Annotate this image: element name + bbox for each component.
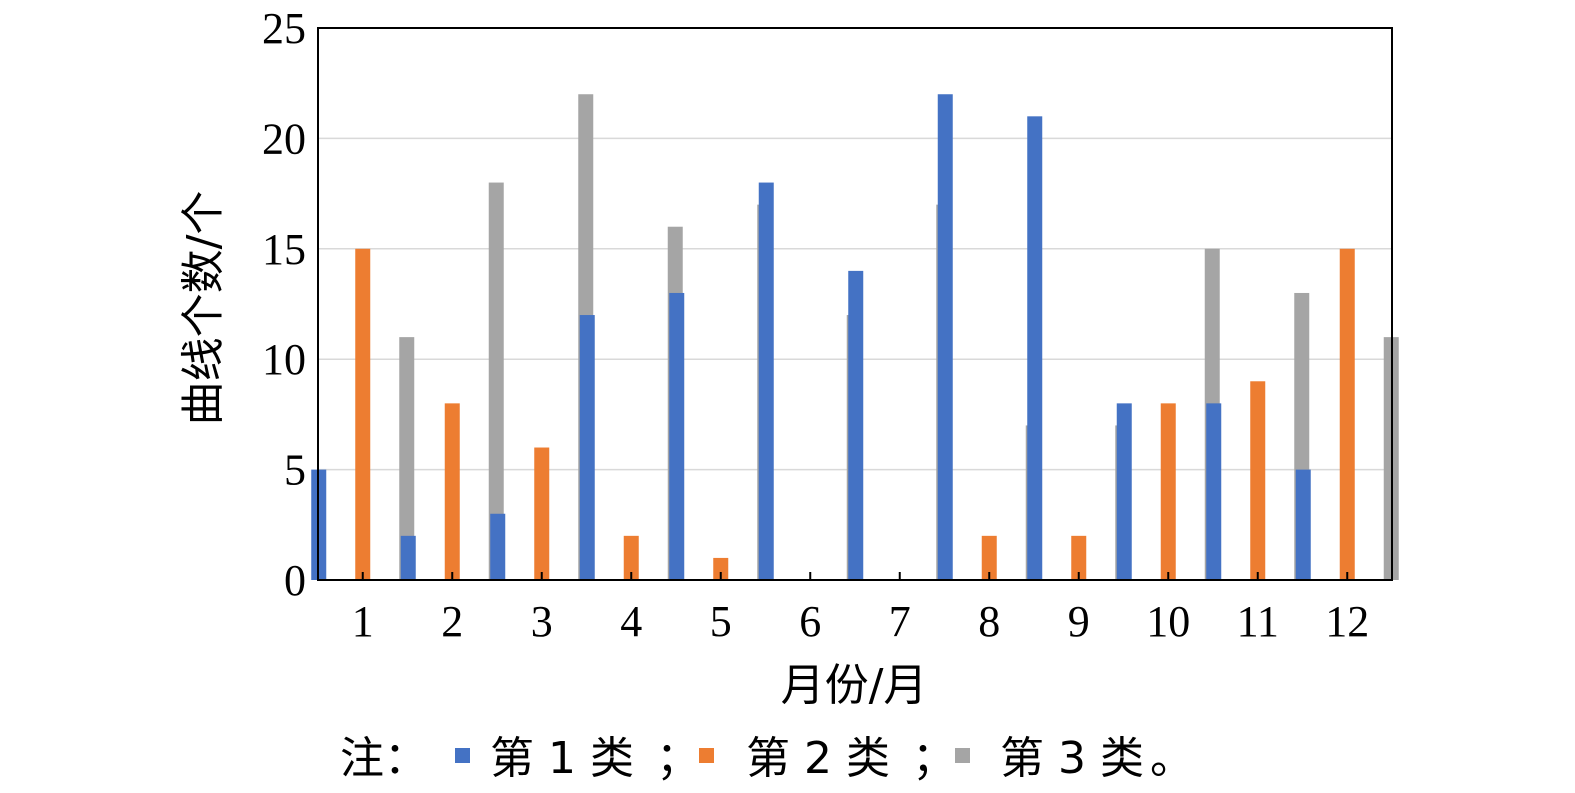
legend: 注： 第 1 类 ； 第 2 类 ； 第 3 类 。	[340, 733, 1194, 784]
x-tick-label: 5	[710, 597, 732, 646]
legend-label-series-3: 第 3 类	[1000, 733, 1144, 784]
bar-series-1-month-12	[1295, 469, 1311, 580]
legend-swatch-series-1	[455, 748, 470, 763]
y-tick-label: 20	[262, 114, 306, 163]
x-tick-label: 9	[1068, 597, 1090, 646]
x-tick-label: 8	[978, 597, 1000, 646]
bar-series-3-month-2	[488, 182, 504, 580]
bar-series-2-month-12	[1339, 248, 1355, 581]
y-tick-label: 10	[262, 335, 306, 384]
bar-series-2-month-9	[1071, 535, 1087, 580]
x-tick-label: 10	[1146, 597, 1190, 646]
x-tick-label: 6	[799, 597, 821, 646]
legend-swatch-series-3	[955, 748, 970, 763]
legend-label-series-1: 第 1 类	[490, 733, 634, 784]
bar-series-2-month-11	[1250, 381, 1266, 580]
x-tick-label: 1	[352, 597, 374, 646]
bar-series-2-month-10	[1160, 403, 1176, 580]
bar-series-2-month-1	[355, 248, 371, 581]
y-tick-label: 5	[284, 446, 306, 495]
bar-series-1-month-10	[1116, 403, 1132, 580]
x-axis-ticks: 1 2 3 4 5 6 7 8 9 10 11 12	[352, 572, 1369, 646]
x-tick-label: 2	[441, 597, 463, 646]
bar-series-2-month-5	[713, 557, 729, 580]
y-axis-title: 曲线个数/个	[178, 191, 229, 426]
x-tick-label: 7	[889, 597, 911, 646]
y-tick-label: 25	[262, 4, 306, 53]
y-axis-ticks: 0 5 10 15 20 25	[262, 4, 306, 605]
bar-series-1-month-2	[400, 535, 416, 580]
legend-prefix: 注：	[340, 733, 428, 784]
bar-series-1-month-4	[579, 315, 595, 580]
plot-frame	[317, 27, 1393, 581]
x-tick-label: 3	[531, 597, 553, 646]
bar-series-2-month-8	[981, 535, 997, 580]
bar-series-2-month-4	[623, 535, 639, 580]
x-tick-label: 11	[1237, 597, 1279, 646]
bar-series-1-month-5	[669, 292, 685, 580]
x-axis-title: 月份/月	[781, 660, 928, 711]
x-tick-label: 12	[1325, 597, 1369, 646]
bar-series-1-month-11	[1206, 403, 1222, 580]
legend-suffix: 。	[1150, 733, 1194, 784]
bars	[311, 94, 1399, 581]
legend-swatch-series-2	[699, 748, 714, 763]
y-tick-label: 0	[284, 556, 306, 605]
bar-series-2-month-2	[444, 403, 460, 580]
bar-series-1-month-3	[490, 513, 506, 580]
y-tick-label: 15	[262, 225, 306, 274]
bar-series-3-month-1	[399, 337, 415, 580]
bar-series-1-month-6	[758, 182, 774, 580]
x-tick-label: 4	[620, 597, 642, 646]
bar-series-1-month-8	[937, 94, 953, 581]
legend-separator-2: ；	[912, 733, 956, 784]
bar-series-1-month-9	[1027, 116, 1043, 580]
legend-label-series-2: 第 2 类	[746, 733, 890, 784]
legend-separator-1: ；	[656, 733, 700, 784]
bar-series-1-month-7	[848, 270, 864, 580]
bar-series-2-month-3	[534, 447, 550, 580]
